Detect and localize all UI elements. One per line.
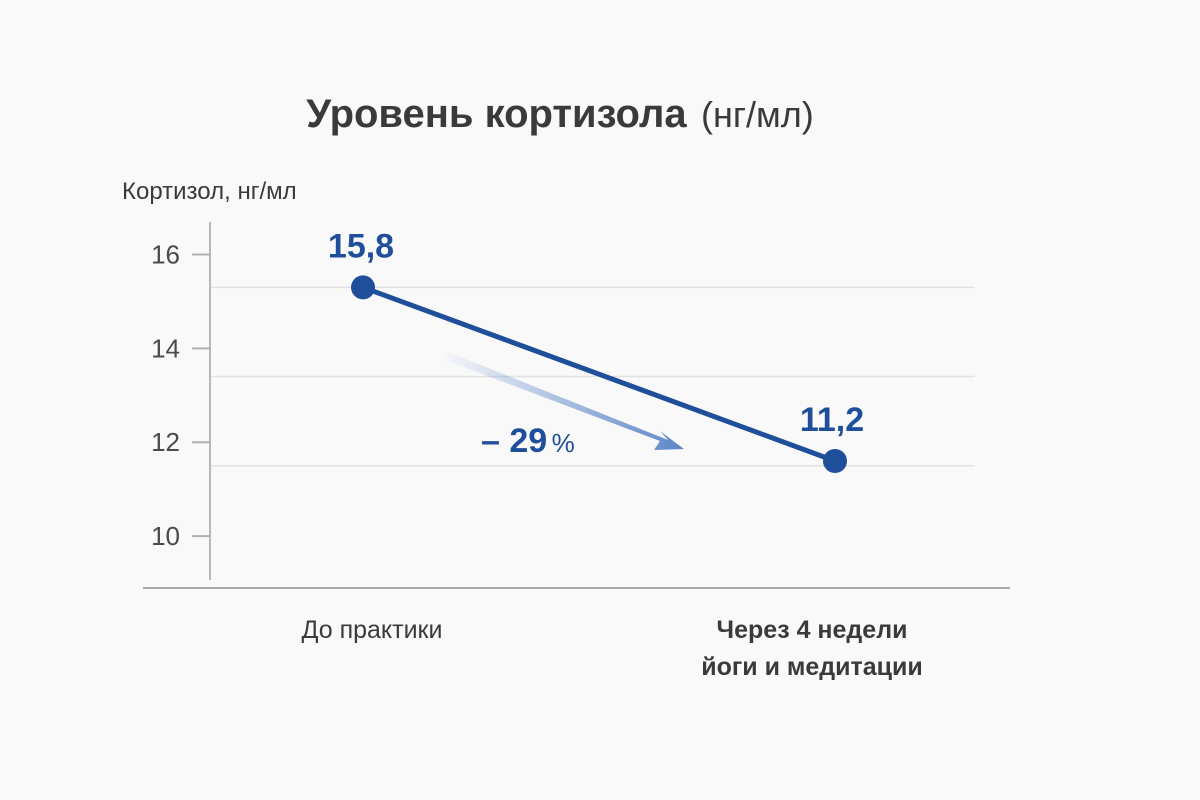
chart-title: Уровень кортизола (нг/мл): [306, 92, 814, 136]
gridlines: [210, 286, 975, 467]
y-axis-label: Кортизол, нг/мл: [122, 178, 297, 205]
y-tick-label-14: 14: [151, 333, 180, 363]
series-line: [362, 285, 836, 464]
data-label-0: 15,8: [328, 227, 394, 265]
decrease-arrow: [440, 352, 684, 450]
data-point-0: [351, 275, 375, 300]
x-category-1: Через 4 недели: [717, 616, 908, 644]
y-tick-label-12: 12: [151, 427, 180, 457]
data-label-1: 11,2: [800, 401, 864, 439]
series-line-layer: 15,8 11,2: [328, 227, 864, 473]
change-value: – 29: [481, 422, 547, 460]
chart-title-unit: (нг/мл): [701, 94, 814, 135]
data-point-1: [823, 449, 847, 473]
change-unit: %: [552, 428, 575, 458]
y-tick-label-10: 10: [151, 521, 180, 551]
x-category-1-line2: йоги и медитации: [701, 653, 923, 681]
y-ticks: 10 12 14 16: [151, 240, 210, 551]
y-tick-label-16: 16: [151, 240, 180, 270]
change-label: – 29 %: [481, 422, 575, 460]
x-category-0: До практики: [302, 616, 443, 644]
chart-title-main: Уровень кортизола: [306, 92, 687, 136]
